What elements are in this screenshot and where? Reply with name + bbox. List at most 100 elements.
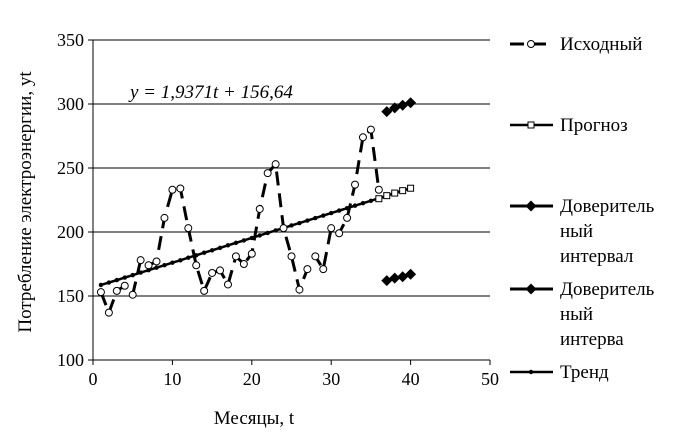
series-4-point-7 [154,265,159,270]
series-3-point-3 [405,268,417,280]
series-0-point-10 [176,184,185,193]
series-4-point-30 [336,208,342,213]
series-3-point-1 [389,272,401,284]
series-4-point-32 [352,203,358,208]
series-4 [98,196,382,288]
gridlines [93,39,490,297]
legend-entry-3: Доверитель ный интерва [510,279,655,350]
series-4-point-21 [265,230,270,236]
y-tick-label-350: 350 [57,30,84,50]
legend-entry-2: Доверитель ный интервал [510,196,655,267]
series-0-point-1 [104,308,113,317]
x-axis-label: Месяцы, t [214,408,295,429]
series-2-point-0 [381,106,393,118]
series-0-point-6 [144,261,153,270]
legend-label-2-line-0: Доверитель [560,196,655,217]
series-0-point-20 [255,204,264,213]
legend-label-2-line-1: ный [560,221,593,242]
y-tick-label-300: 300 [57,94,84,114]
legend-label-2-line-2: интервал [560,246,634,267]
series-4-point-17 [233,240,239,246]
legend-entry-1: Прогноз [510,115,628,136]
legend-swatch-marker-0 [527,40,535,48]
series-4-point-26 [305,218,310,223]
series-4-point-9 [170,260,175,265]
series-0-point-14 [208,268,217,277]
series-0-point-26 [303,265,312,274]
series-0-point-19 [247,249,256,258]
series-0-point-21 [263,169,272,178]
series-0-point-3 [120,281,129,290]
legend-swatch-marker-1 [527,121,535,129]
series-4-point-27 [313,215,318,221]
series-0-point-9 [168,185,177,194]
series-0 [96,125,383,317]
y-tick-label-200: 200 [57,222,84,242]
series-0-point-28 [319,265,328,274]
axes [88,39,491,365]
series-0-point-24 [287,252,296,261]
series-0-point-2 [112,286,121,295]
legend-entry-0: Исходный [510,34,642,55]
series-0-point-32 [351,180,360,189]
series-4-point-34 [368,198,374,203]
legend-swatch-marker-4 [528,369,534,375]
legend-label-1-line-0: Прогноз [560,115,628,136]
series-0-point-27 [311,252,320,261]
series-4-point-24 [289,223,294,228]
series-0-point-18 [239,260,248,268]
series-4-point-20 [257,233,262,238]
series-4-point-29 [329,210,334,216]
series-0-point-29 [327,224,336,233]
series-1-point-3 [399,187,407,195]
series-0-point-5 [136,256,145,265]
series-4-point-13 [201,250,207,255]
series-0-point-16 [223,280,232,289]
series-4-point-22 [273,228,278,233]
x-tick-label-50: 50 [481,369,499,389]
x-tick-label-20: 20 [243,369,261,389]
series-2 [381,97,417,118]
series-4-point-25 [297,220,302,226]
series-4-point-3 [122,275,127,280]
series-4-point-33 [360,201,366,206]
series-1-point-0 [375,195,383,203]
legend-label-3-line-1: ный [560,304,593,325]
series-0-point-0 [96,288,105,297]
x-tick-label-10: 10 [163,369,181,389]
series-1-point-2 [391,189,399,197]
legend-swatch-marker-2 [525,200,537,212]
series-0-point-12 [192,261,201,270]
x-tick-label-0: 0 [89,369,98,389]
series-0-line [99,126,381,317]
series-4-point-2 [114,277,120,283]
legend-label-3-line-0: Доверитель [560,279,655,300]
series-0-point-22 [271,160,280,169]
y-axis-label: Потребление электроэнергии, yt [15,71,36,333]
legend-label-4-line-0: Тренд [560,362,609,383]
series-0-point-34 [366,125,375,134]
series-4-point-11 [186,255,191,260]
y-tick-label-100: 100 [57,350,84,370]
legend-label-0-line-0: Исходный [560,34,642,55]
series-4-point-15 [217,245,223,251]
series-4-point-1 [106,280,112,285]
series-4-point-16 [225,243,231,248]
series-0-point-17 [231,252,240,261]
series-4-point-8 [162,262,167,268]
series-0-point-33 [358,133,367,142]
series-0-point-13 [200,286,209,295]
series-0-point-25 [295,285,304,294]
trend-equation: y = 1,9371t + 156,64 [128,82,293,103]
series-4-point-0 [98,282,104,288]
series-4-point-4 [130,272,135,278]
series-0-point-8 [160,213,169,222]
x-tick-label-30: 30 [322,369,340,389]
series-4-point-14 [209,248,215,253]
legend-label-3-line-2: интерва [560,329,624,350]
series-4-point-18 [241,238,247,243]
legend: ИсходныйПрогнозДоверительныйинтервалДове… [510,34,655,383]
series-0-point-23 [279,224,288,233]
series-0-point-31 [343,213,352,222]
